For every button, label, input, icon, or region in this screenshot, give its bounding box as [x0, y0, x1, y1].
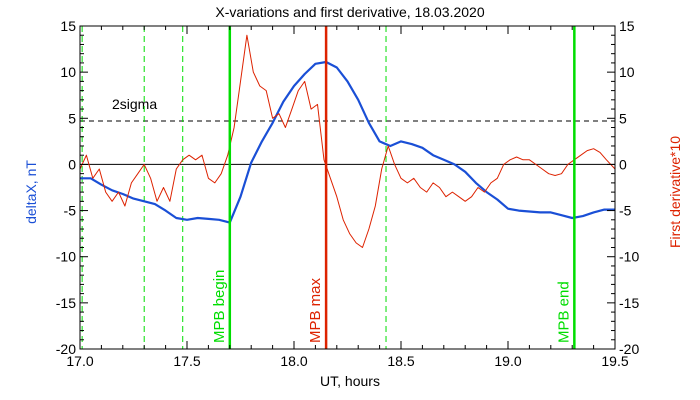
mpb-begin-label: MPB begin	[211, 270, 228, 343]
y-axis-label-left: deltaX, nT	[23, 160, 39, 224]
y-tick-label-right: 10	[619, 64, 635, 80]
y-tick-label-left: -15	[56, 295, 76, 311]
x-axis-label: UT, hours	[320, 373, 380, 389]
y-tick-label-left: -20	[56, 341, 76, 357]
x-tick-label: 18.0	[280, 353, 307, 369]
y-axis-label-right: First derivative*10	[667, 136, 683, 248]
x-tick-label: 18.5	[387, 353, 414, 369]
y-tick-label-left: 15	[60, 18, 76, 34]
x-tick-label: 19.5	[601, 353, 628, 369]
y-tick-label-right: 0	[619, 156, 627, 172]
mpb-end-label: MPB end	[555, 281, 572, 343]
y-tick-label-left: 10	[60, 64, 76, 80]
y-tick-label-left: -5	[64, 203, 77, 219]
y-tick-label-left: 5	[68, 110, 76, 126]
y-tick-label-right: 5	[619, 110, 627, 126]
x-tick-label: 17.0	[66, 353, 93, 369]
deltax-series-line	[80, 60, 615, 224]
y-tick-label-right: -10	[619, 249, 639, 265]
y-tick-label-right: -15	[619, 295, 639, 311]
x-tick-label: 19.0	[494, 353, 521, 369]
y-tick-label-right: -20	[619, 341, 639, 357]
chart-title: X-variations and first derivative, 18.03…	[215, 4, 484, 20]
plot-area: 2sigma MPB begin MPB max MPB end 15 15 10 10 5 5 0…	[56, 18, 640, 369]
plot-frame	[79, 25, 616, 350]
threshold-label: 2sigma	[112, 96, 157, 112]
x-tick-label: 17.5	[173, 353, 200, 369]
mpb-max-label: MPB max	[307, 277, 324, 343]
y-tick-label-right: 15	[619, 18, 635, 34]
derivative-series-line	[79, 34, 616, 248]
y-tick-label-right: -5	[619, 203, 632, 219]
y-tick-label-left: 0	[68, 156, 76, 172]
y-tick-label-left: -10	[56, 249, 76, 265]
